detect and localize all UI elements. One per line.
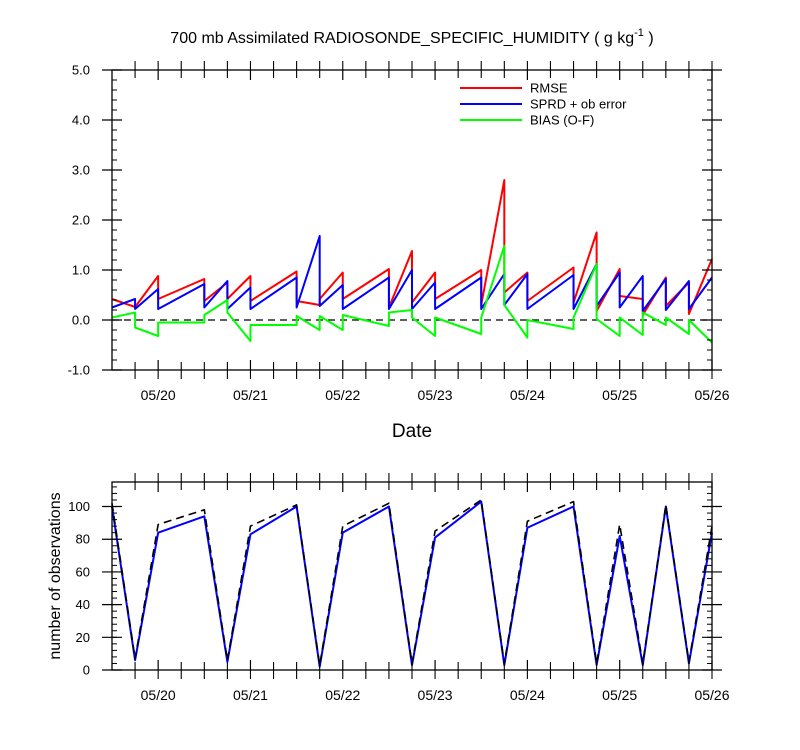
y-tick-label: 3.0 [72,163,90,178]
chart-title: 700 mb Assimilated RADIOSONDE_SPECIFIC_H… [170,27,653,47]
bottom-panel: 05/20 05/21 05/22 05/23 05/24 05/25 05/26 0 20 40… [47,473,730,703]
y-tick-label: 40 [76,597,90,612]
x-tick-label: 05/25 [602,687,637,703]
series-line-bias-o-f [111,245,713,344]
y-tick-label: 2.0 [72,213,90,228]
top-x-axis-label: Date [392,421,432,442]
y-tick-label: 0 [83,663,90,678]
title-exponent: -1 [634,27,644,39]
series-line-used-observations [111,500,713,668]
y-tick-label: 60 [76,564,90,579]
x-tick-label: 05/20 [141,387,176,403]
y-tick-label: 5.0 [72,63,90,78]
top-panel: 05/20 05/21 05/22 05/23 05/24 05/25 05/26 -1.0 0… [68,61,730,442]
y-tick-label: 80 [76,532,90,547]
legend-label: SPRD + ob error [530,97,627,112]
x-tick-label: 05/20 [141,687,176,703]
x-tick-label: 05/26 [694,387,729,403]
x-tick-label: 05/22 [325,687,360,703]
top-plot-frame [111,69,713,371]
x-tick-label: 05/26 [694,687,729,703]
y-tick-label: 100 [68,499,90,514]
bottom-y-axis-label: number of observations [47,492,64,659]
x-tick-label: 05/23 [418,687,453,703]
x-tick-label: 05/21 [233,387,268,403]
x-tick-label: 05/24 [510,387,545,403]
x-tick-label: 05/23 [418,387,453,403]
y-tick-label: -1.0 [68,363,90,378]
y-tick-label: 1.0 [72,263,90,278]
x-tick-label: 05/22 [325,387,360,403]
legend-label: BIAS (O-F) [530,113,594,128]
y-tick-label: 20 [76,630,90,645]
x-tick-label: 05/25 [602,387,637,403]
title-main: 700 mb Assimilated RADIOSONDE_SPECIFIC_H… [170,30,634,47]
legend-label: RMSE [530,81,568,96]
y-tick-label: 0.0 [72,313,90,328]
series-line-sprd-ob-error [111,235,713,312]
x-tick-label: 05/24 [510,687,545,703]
y-tick-label: 4.0 [72,113,90,128]
title-end: ) [644,30,654,47]
series-line-possible-observations [111,499,713,666]
x-tick-label: 05/21 [233,687,268,703]
